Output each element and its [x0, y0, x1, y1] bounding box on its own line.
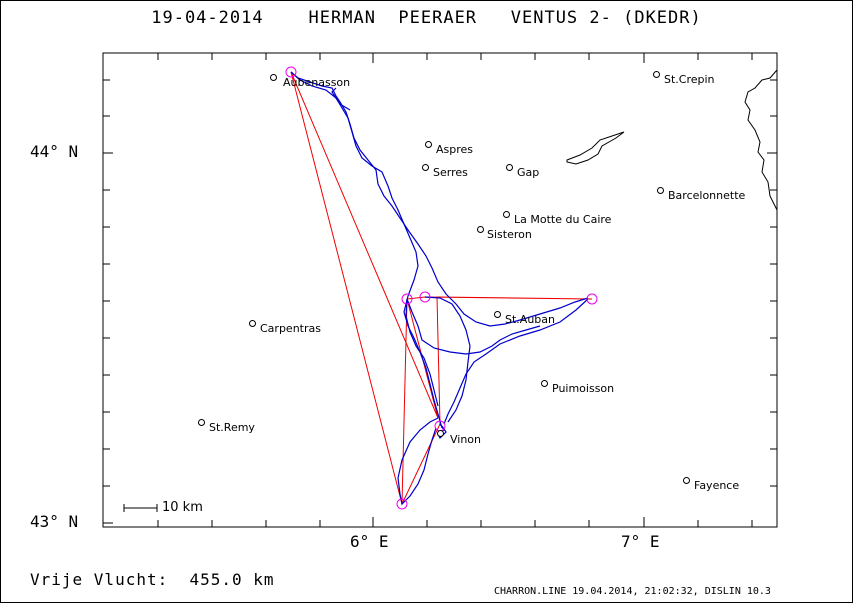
town-dot: [198, 419, 205, 426]
town-label: La Motte du Caire: [514, 213, 612, 226]
town-dot: [494, 311, 501, 318]
town-dot: [249, 320, 256, 327]
town-label: Sisteron: [487, 228, 532, 241]
free-flight-distance: Vrije Vlucht: 455.0 km: [30, 570, 275, 589]
town-label: Gap: [517, 166, 540, 179]
flight-track: [290, 71, 589, 506]
town-label: Vinon: [450, 433, 482, 446]
plot-border: [102, 52, 778, 528]
town-dot: [503, 211, 510, 218]
town-label: St.Crepin: [664, 73, 715, 86]
town-label: Puimoisson: [552, 382, 615, 395]
turnpoint-aubenasson: [285, 66, 297, 78]
town-dot: [506, 164, 513, 171]
turnpoint-1: [401, 293, 413, 305]
scale-bar: [123, 504, 158, 512]
town-label: Aubenasson: [283, 76, 351, 89]
town-dot: [683, 477, 690, 484]
turnpoint-south: [396, 498, 408, 510]
lat-label-43: 43° N: [30, 512, 79, 531]
town-dot: [653, 71, 660, 78]
town-label: Carpentras: [260, 322, 321, 335]
town-label: St.Auban: [505, 313, 555, 326]
town-dot: [477, 226, 484, 233]
town-label: St.Remy: [209, 421, 255, 434]
flight-title: 19-04-2014 HERMAN PEERAER VENTUS 2- (DKE…: [151, 8, 702, 28]
lon-label-7: 7° E: [621, 532, 660, 551]
credit-line: CHARRON.LINE 19.04.2014, 21:02:32, DISLI…: [494, 586, 771, 597]
town-label: Barcelonnette: [668, 189, 746, 202]
coastline: [566, 69, 778, 211]
town-dot: [657, 187, 664, 194]
town-label: Aspres: [436, 143, 474, 156]
town-dot: [437, 430, 444, 437]
axis-ticks: [103, 53, 777, 527]
town-dot: [270, 74, 277, 81]
scale-label: 10 km: [162, 500, 203, 515]
lon-label-6: 6° E: [350, 532, 389, 551]
turnpoint-2: [419, 291, 431, 303]
town-dot: [541, 380, 548, 387]
town-label: Serres: [433, 166, 468, 179]
town-label: Fayence: [694, 479, 740, 492]
town-dot: [422, 164, 429, 171]
lat-label-44: 44° N: [30, 142, 79, 161]
town-dot: [425, 141, 432, 148]
task-lines: [290, 71, 593, 506]
turnpoint-3: [586, 293, 598, 305]
